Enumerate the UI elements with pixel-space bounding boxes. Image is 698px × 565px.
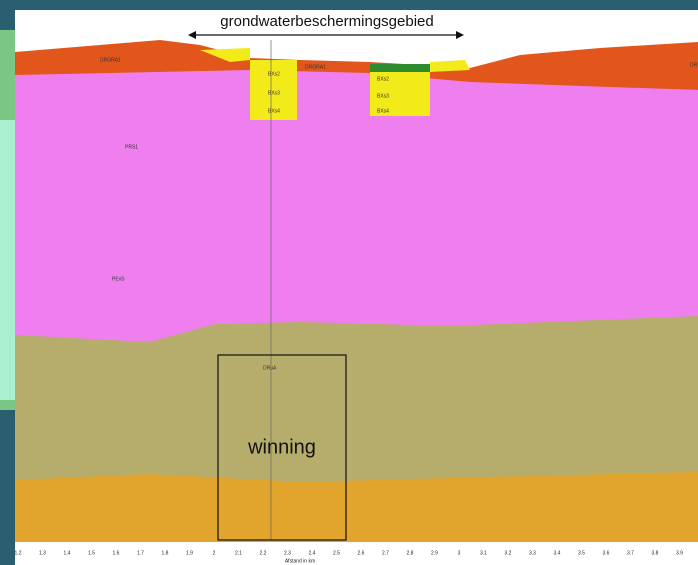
x-tick-label: 3.8 <box>652 550 659 556</box>
x-tick-label: 2.6 <box>358 550 365 556</box>
layer-label: PExS <box>112 276 125 282</box>
x-tick-label: 3.7 <box>627 550 634 556</box>
layer-label: BXs3 <box>268 90 280 96</box>
layer-yellow <box>430 60 470 72</box>
x-tick-label: 3.2 <box>505 550 512 556</box>
layer-label: DRuA <box>263 365 277 371</box>
layer-label: BXs2 <box>377 76 389 82</box>
layer-label: BXs4 <box>268 108 280 114</box>
layer-label: BXs4 <box>377 108 389 114</box>
x-tick-label: 2.3 <box>284 550 291 556</box>
x-tick-label: 1.2 <box>15 550 22 556</box>
x-tick-label: 2.9 <box>431 550 438 556</box>
x-tick-label: 3 <box>458 550 461 556</box>
x-tick-label: 2.4 <box>309 550 316 556</box>
layer-label: DRGRA1 <box>100 57 121 63</box>
x-tick-label: 1.7 <box>137 550 144 556</box>
x-tick-label: 1.8 <box>162 550 169 556</box>
layer-gold <box>15 470 698 542</box>
layer-label: DR <box>690 62 698 68</box>
layer-label: BXs3 <box>377 93 389 99</box>
x-tick-label: 3.5 <box>578 550 585 556</box>
x-axis-label: Afstand in km <box>285 558 315 564</box>
x-tick-label: 2.7 <box>382 550 389 556</box>
x-tick-label: 3.4 <box>554 550 561 556</box>
winning-label: winning <box>247 436 316 458</box>
layer-label: BXs2 <box>268 71 280 77</box>
x-tick-label: 2.2 <box>260 550 267 556</box>
x-tick-label: 3.9 <box>676 550 683 556</box>
layer-label: PRS1 <box>125 144 138 150</box>
x-tick-label: 3.6 <box>603 550 610 556</box>
x-tick-label: 2 <box>213 550 216 556</box>
block-green <box>370 64 430 72</box>
x-tick-label: 1.4 <box>64 550 71 556</box>
x-tick-label: 1.9 <box>186 550 193 556</box>
layer-label: DRGRA1 <box>305 64 326 70</box>
x-tick-label: 1.3 <box>39 550 46 556</box>
x-tick-label: 1.5 <box>88 550 95 556</box>
layer-pink <box>15 68 698 342</box>
x-tick-label: 3.3 <box>529 550 536 556</box>
x-tick-label: 2.1 <box>235 550 242 556</box>
title: grondwaterbeschermingsgebied <box>220 13 433 30</box>
x-tick-label: 2.8 <box>407 550 414 556</box>
x-tick-label: 1.6 <box>113 550 120 556</box>
x-tick-label: 3.1 <box>480 550 487 556</box>
x-tick-label: 2.5 <box>333 550 340 556</box>
cross-section: DRGRA1 DRGRA1 DR BXs2 BXs3 BXs4 BXs2 BXs… <box>0 0 698 565</box>
